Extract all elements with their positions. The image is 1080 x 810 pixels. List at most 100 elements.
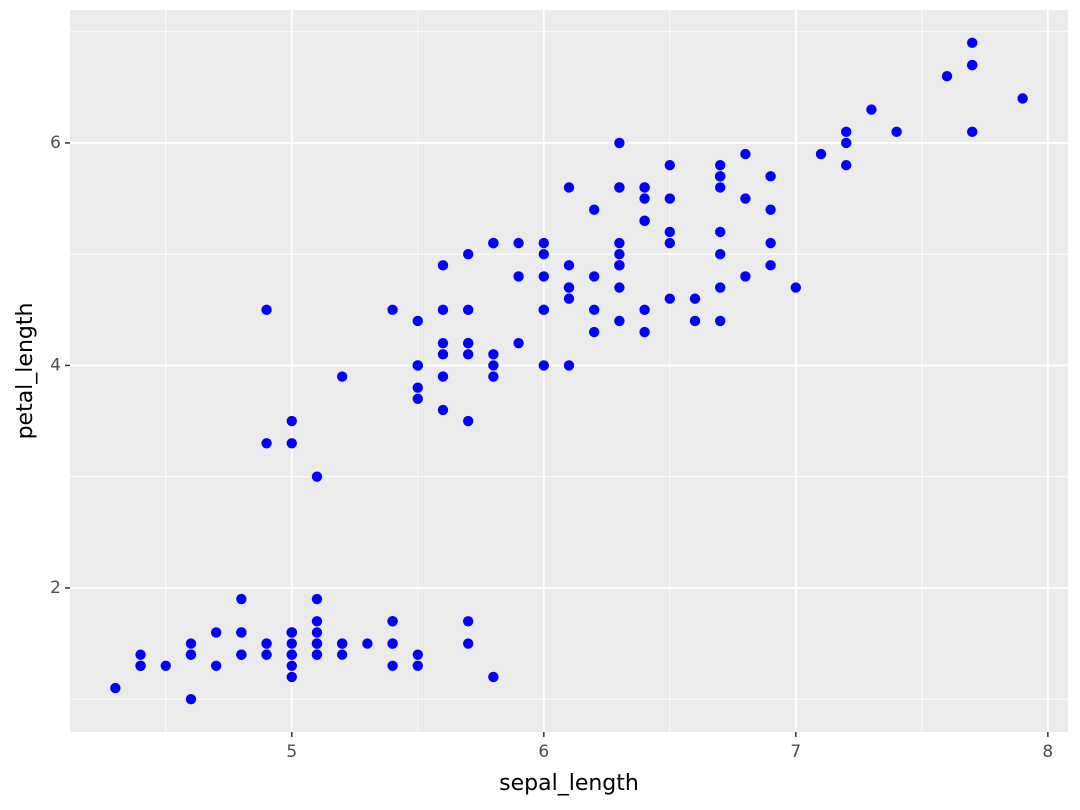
x-tick-label: 7 bbox=[790, 742, 801, 762]
point bbox=[715, 159, 726, 171]
point bbox=[412, 315, 423, 327]
point bbox=[639, 215, 650, 227]
point bbox=[589, 326, 600, 338]
point bbox=[715, 248, 726, 260]
point bbox=[841, 126, 852, 138]
point bbox=[639, 304, 650, 316]
y-tick-label: 6 bbox=[50, 133, 61, 153]
point bbox=[1017, 93, 1028, 104]
point bbox=[841, 159, 852, 171]
point bbox=[664, 159, 676, 171]
point bbox=[614, 315, 625, 327]
point bbox=[967, 126, 978, 138]
point bbox=[614, 248, 625, 260]
point bbox=[311, 649, 323, 660]
point bbox=[941, 70, 953, 82]
point bbox=[614, 260, 625, 271]
point bbox=[286, 438, 297, 449]
point bbox=[286, 649, 297, 660]
x-axis-title: sepal_length bbox=[499, 771, 639, 796]
point bbox=[765, 237, 776, 249]
point bbox=[462, 304, 474, 316]
point bbox=[538, 237, 549, 249]
point bbox=[412, 393, 423, 405]
point bbox=[614, 282, 625, 293]
point bbox=[437, 371, 449, 382]
point bbox=[412, 660, 423, 672]
point bbox=[387, 638, 398, 649]
point bbox=[538, 304, 549, 316]
point bbox=[135, 660, 146, 672]
panel bbox=[70, 10, 1068, 732]
point bbox=[765, 260, 776, 271]
point bbox=[185, 638, 197, 649]
point bbox=[412, 382, 423, 393]
point bbox=[765, 171, 776, 182]
point bbox=[462, 349, 474, 360]
point bbox=[437, 260, 449, 271]
x-tick-label: 5 bbox=[286, 742, 297, 762]
point bbox=[261, 649, 272, 660]
point bbox=[185, 693, 197, 705]
point bbox=[210, 627, 222, 638]
point bbox=[765, 204, 776, 215]
point bbox=[715, 182, 726, 193]
point bbox=[311, 638, 323, 649]
point bbox=[412, 360, 423, 371]
point bbox=[236, 593, 247, 605]
point bbox=[538, 248, 549, 260]
point bbox=[740, 193, 751, 204]
point bbox=[866, 104, 877, 115]
point bbox=[311, 627, 323, 638]
point bbox=[462, 248, 474, 260]
point bbox=[967, 59, 978, 71]
point bbox=[336, 371, 348, 382]
point bbox=[664, 226, 676, 238]
point bbox=[387, 616, 398, 627]
point bbox=[387, 660, 398, 672]
point bbox=[563, 360, 575, 371]
point bbox=[286, 415, 297, 427]
point bbox=[563, 260, 575, 271]
point bbox=[740, 271, 751, 282]
point bbox=[815, 148, 827, 160]
point bbox=[614, 237, 625, 249]
point bbox=[210, 660, 222, 672]
point bbox=[387, 304, 398, 316]
point bbox=[488, 360, 499, 371]
point bbox=[286, 638, 297, 649]
point bbox=[286, 671, 297, 683]
point bbox=[261, 638, 272, 649]
point bbox=[614, 182, 625, 193]
point bbox=[513, 337, 524, 349]
point bbox=[437, 337, 449, 349]
point bbox=[311, 471, 323, 482]
point bbox=[160, 660, 171, 672]
point bbox=[286, 660, 297, 672]
point bbox=[563, 282, 575, 293]
point bbox=[715, 226, 726, 238]
point bbox=[589, 304, 600, 316]
point bbox=[488, 671, 499, 683]
point bbox=[664, 293, 676, 304]
y-tick-label: 2 bbox=[50, 578, 61, 598]
point bbox=[462, 616, 474, 627]
point bbox=[261, 304, 272, 316]
point bbox=[488, 237, 499, 249]
point bbox=[336, 638, 348, 649]
x-tick-label: 8 bbox=[1042, 742, 1053, 762]
y-axis-title: petal_length bbox=[13, 303, 38, 440]
point bbox=[488, 371, 499, 382]
point bbox=[664, 193, 676, 204]
point bbox=[740, 148, 751, 160]
point bbox=[311, 593, 323, 605]
point bbox=[437, 404, 449, 416]
point bbox=[639, 193, 650, 204]
x-tick-label: 6 bbox=[538, 742, 549, 762]
point bbox=[462, 415, 474, 427]
point bbox=[437, 349, 449, 360]
point bbox=[715, 315, 726, 327]
point bbox=[513, 237, 524, 249]
point bbox=[689, 293, 701, 304]
point bbox=[715, 282, 726, 293]
